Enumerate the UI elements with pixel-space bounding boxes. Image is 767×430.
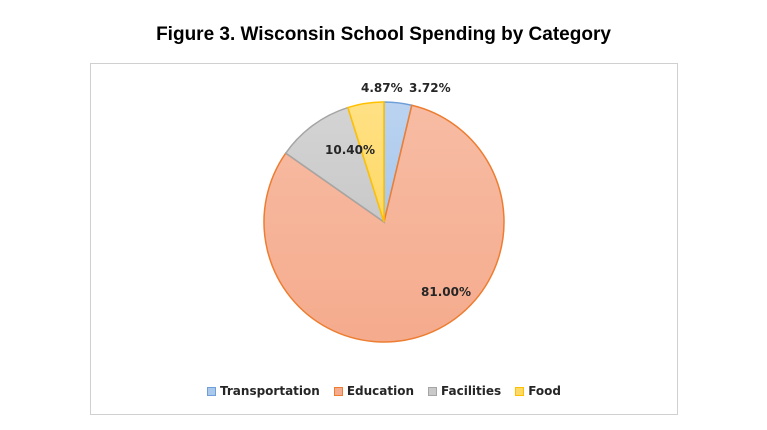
legend: Transportation Education Facilities Food xyxy=(91,384,677,398)
legend-item-transportation: Transportation xyxy=(207,384,320,398)
data-label-education: 81.00% xyxy=(421,285,471,299)
data-label-food: 4.87% xyxy=(361,81,403,95)
legend-swatch xyxy=(428,386,437,396)
legend-item-education: Education xyxy=(333,384,414,398)
data-label-facilities: 10.40% xyxy=(325,143,375,157)
legend-item-facilities: Facilities xyxy=(428,384,501,398)
legend-swatch xyxy=(515,386,525,396)
pie-slice-food xyxy=(346,101,385,223)
legend-swatch xyxy=(207,386,217,396)
data-label-transportation: 3.72% xyxy=(409,81,451,95)
legend-item-food: Food xyxy=(515,384,561,398)
legend-label: Transportation xyxy=(220,384,320,398)
pie-slice-facilities xyxy=(284,106,386,224)
legend-label: Education xyxy=(346,384,414,398)
legend-label: Food xyxy=(528,384,561,398)
pie-slice-education xyxy=(263,104,505,343)
chart-title: Figure 3. Wisconsin School Spending by C… xyxy=(156,24,611,45)
legend-swatch xyxy=(333,386,343,396)
legend-label: Facilities xyxy=(441,384,502,398)
chart-area: 3.72% 81.00% 10.40% 4.87% Transportation Edu… xyxy=(90,63,678,415)
pie-chart: 3.72% 81.00% 10.40% 4.87% xyxy=(263,81,505,343)
